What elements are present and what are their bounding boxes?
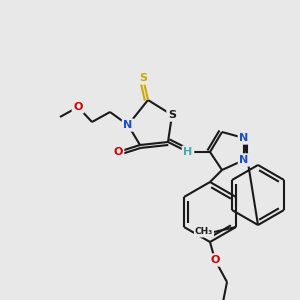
Text: N: N bbox=[239, 133, 249, 143]
Text: N: N bbox=[239, 155, 249, 165]
Text: S: S bbox=[139, 73, 147, 83]
Text: CH₃: CH₃ bbox=[195, 227, 213, 236]
Text: N: N bbox=[123, 120, 133, 130]
Text: O: O bbox=[113, 147, 123, 157]
Text: O: O bbox=[73, 102, 83, 112]
Text: S: S bbox=[168, 110, 176, 120]
Text: O: O bbox=[210, 255, 220, 265]
Text: H: H bbox=[183, 147, 193, 157]
